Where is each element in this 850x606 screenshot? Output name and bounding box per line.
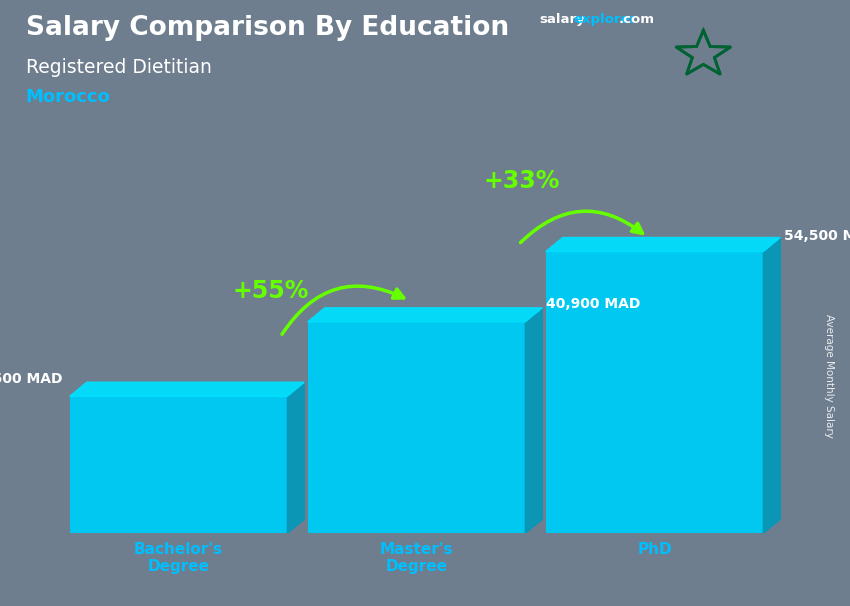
Polygon shape bbox=[308, 308, 542, 322]
Text: +33%: +33% bbox=[484, 169, 560, 193]
Text: Average Monthly Salary: Average Monthly Salary bbox=[824, 314, 834, 438]
Polygon shape bbox=[70, 382, 304, 396]
Polygon shape bbox=[546, 238, 780, 251]
Text: explorer: explorer bbox=[574, 13, 637, 26]
FancyBboxPatch shape bbox=[308, 322, 525, 533]
Text: 26,500 MAD: 26,500 MAD bbox=[0, 371, 63, 386]
Text: +55%: +55% bbox=[232, 279, 309, 303]
Polygon shape bbox=[763, 238, 780, 533]
Text: Morocco: Morocco bbox=[26, 88, 110, 106]
Polygon shape bbox=[525, 308, 542, 533]
Text: Salary Comparison By Education: Salary Comparison By Education bbox=[26, 15, 508, 41]
Text: 40,900 MAD: 40,900 MAD bbox=[546, 298, 640, 311]
Text: 54,500 MAD: 54,500 MAD bbox=[784, 229, 850, 243]
FancyBboxPatch shape bbox=[70, 396, 287, 533]
Text: .com: .com bbox=[619, 13, 654, 26]
Polygon shape bbox=[287, 382, 304, 533]
FancyBboxPatch shape bbox=[546, 251, 763, 533]
Text: Registered Dietitian: Registered Dietitian bbox=[26, 58, 212, 76]
Text: salary: salary bbox=[540, 13, 586, 26]
